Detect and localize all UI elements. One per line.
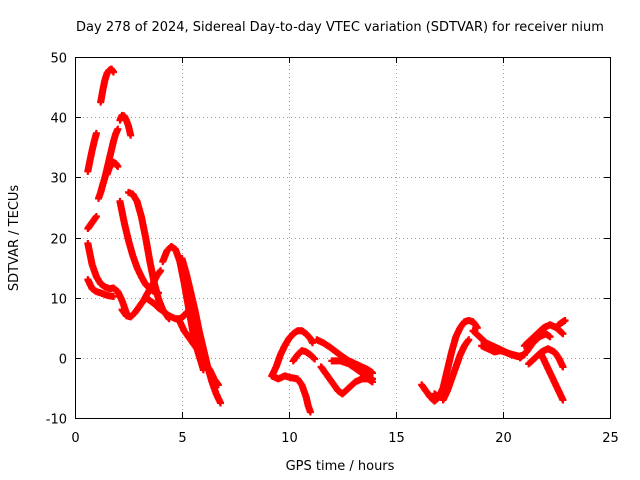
x-axis: 0 5 10 15 20 25 xyxy=(71,57,619,446)
data-point xyxy=(217,399,225,407)
x-tick-label: 25 xyxy=(602,431,619,446)
data-point xyxy=(306,408,314,416)
plot-frame xyxy=(75,57,611,419)
y-tick-label: 20 xyxy=(50,233,67,248)
data-point xyxy=(114,125,122,133)
data-point xyxy=(309,339,317,347)
data-point xyxy=(559,396,567,404)
data-point xyxy=(157,267,165,275)
data-point xyxy=(114,163,122,171)
x-tick-label: 15 xyxy=(388,431,405,446)
x-tick-label: 5 xyxy=(178,431,186,446)
data-point xyxy=(311,355,319,363)
data-point xyxy=(214,381,222,389)
data-point xyxy=(92,129,100,137)
chart-title: Day 278 of 2024, Sidereal Day-to-day VTE… xyxy=(76,20,604,35)
data-point xyxy=(368,375,376,383)
data-point xyxy=(546,333,554,341)
data-point xyxy=(473,324,481,332)
data-point xyxy=(559,330,567,338)
y-tick-label: -10 xyxy=(46,413,67,428)
y-tick-label: 40 xyxy=(50,112,67,127)
y-tick-label: 50 xyxy=(50,52,67,67)
data-point xyxy=(561,317,569,325)
y-tick-label: 30 xyxy=(50,172,67,187)
data-point xyxy=(127,131,135,139)
x-axis-title: GPS time / hours xyxy=(286,459,395,474)
x-tick-label: 20 xyxy=(495,431,512,446)
y-tick-label: 0 xyxy=(59,353,67,368)
x-tick-label: 10 xyxy=(281,431,298,446)
data-point xyxy=(368,369,376,377)
grid xyxy=(75,57,610,418)
y-axis: -10 0 10 20 30 40 50 xyxy=(46,52,610,428)
y-tick-label: 10 xyxy=(50,293,67,308)
data-point xyxy=(110,292,118,300)
data-point xyxy=(92,212,100,220)
data-point xyxy=(559,363,567,371)
y-axis-title: SDTVAR / TECUs xyxy=(7,185,22,292)
data-marks xyxy=(84,65,569,416)
data-point xyxy=(110,68,118,76)
x-tick-label: 0 xyxy=(71,431,79,446)
data-point xyxy=(465,336,473,344)
